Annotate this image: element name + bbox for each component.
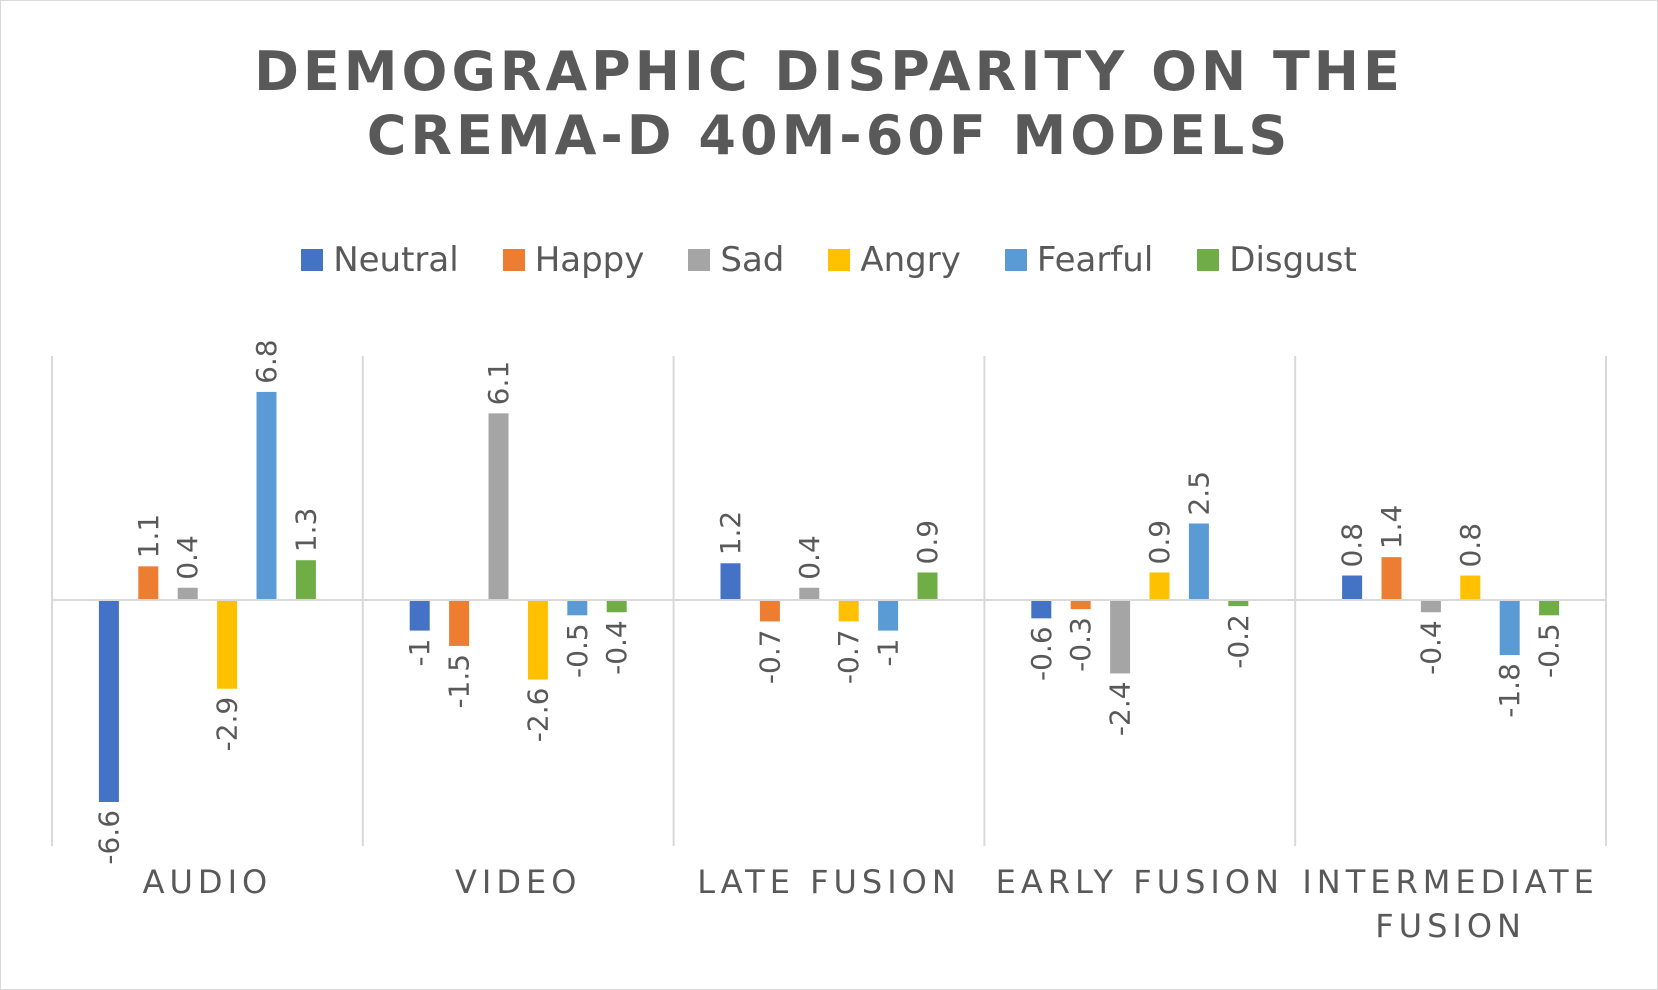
data-label-sad-intermediate-fusion: -0.4 [1414,620,1447,675]
data-label-neutral-early-fusion: -0.6 [1025,626,1058,681]
category-label-intermediate-fusion: INTERMEDIATE [1302,863,1598,901]
legend-label-sad: Sad [720,240,785,280]
bar-angry-intermediate-fusion [1460,575,1481,600]
data-label-disgust-audio: 1.3 [289,508,322,553]
data-label-fearful-early-fusion: 2.5 [1182,471,1215,516]
data-label-fearful-video: -0.5 [561,623,594,678]
chart-title-line-1: Demographic Disparity on the [254,40,1404,103]
data-label-happy-intermediate-fusion: 1.4 [1375,505,1408,550]
data-label-happy-early-fusion: -0.3 [1064,617,1097,672]
bar-fearful-audio [256,391,277,600]
bar-happy-video [449,600,470,646]
data-label-neutral-intermediate-fusion: 0.8 [1336,523,1369,568]
bar-disgust-late-fusion [917,572,938,600]
bar-happy-audio [138,566,159,600]
bar-disgust-video [606,600,627,613]
chart-title: Demographic Disparity on the CREMA-D 40M… [0,40,1658,168]
data-label-neutral-audio: -6.6 [92,810,125,865]
bar-happy-late-fusion [759,600,780,622]
bar-disgust-audio [295,560,316,600]
legend-label-disgust: Disgust [1229,240,1357,280]
data-label-neutral-video: -1 [403,639,436,667]
legend-item-disgust: Disgust [1197,240,1357,280]
data-label-angry-intermediate-fusion: 0.8 [1454,523,1487,568]
bar-angry-audio [217,600,238,689]
data-label-disgust-intermediate-fusion: -0.5 [1533,623,1566,678]
category-label-intermediate-fusion: FUSION [1375,907,1526,945]
data-label-disgust-early-fusion: -0.2 [1222,614,1255,669]
legend-label-angry: Angry [860,240,961,280]
category-label-video: VIDEO [455,863,581,901]
chart-legend: Neutral Happy Sad Angry Fearful Disgust [0,240,1658,280]
data-label-disgust-late-fusion: 0.9 [911,520,944,565]
data-label-angry-late-fusion: -0.7 [832,629,865,684]
legend-swatch-happy [502,249,525,271]
data-label-fearful-intermediate-fusion: -1.8 [1493,663,1526,718]
legend-item-neutral: Neutral [301,240,459,280]
data-label-angry-audio: -2.9 [211,697,244,752]
data-label-neutral-late-fusion: 1.2 [714,511,747,556]
bar-sad-early-fusion [1110,600,1131,674]
bar-disgust-early-fusion [1228,600,1249,607]
bar-happy-early-fusion [1070,600,1091,610]
data-label-sad-audio: 0.4 [171,535,204,580]
legend-swatch-angry [828,249,851,271]
bar-neutral-late-fusion [720,563,741,600]
category-label-late-fusion: LATE FUSION [697,863,961,901]
data-label-angry-video: -2.6 [521,688,554,743]
bar-sad-video [488,413,509,600]
bar-disgust-intermediate-fusion [1539,600,1560,616]
bar-angry-early-fusion [1149,572,1170,600]
bar-fearful-video [567,600,588,616]
legend-item-happy: Happy [502,240,645,280]
bar-neutral-video [409,600,430,631]
data-label-angry-early-fusion: 0.9 [1143,520,1176,565]
bar-neutral-audio [98,600,119,802]
data-label-fearful-late-fusion: -1 [872,639,905,667]
legend-swatch-disgust [1197,249,1220,271]
legend-swatch-sad [688,249,711,271]
bar-angry-video [527,600,548,680]
bar-happy-intermediate-fusion [1381,557,1402,600]
data-label-happy-audio: 1.1 [132,514,165,559]
legend-swatch-fearful [1004,249,1027,271]
data-label-happy-video: -1.5 [443,654,476,709]
data-label-happy-late-fusion: -0.7 [753,629,786,684]
data-label-fearful-audio: 6.8 [250,339,283,384]
bar-angry-late-fusion [838,600,859,622]
legend-label-neutral: Neutral [333,240,459,280]
category-label-early-fusion: EARLY FUSION [996,863,1284,901]
bar-sad-audio [177,587,198,600]
data-label-disgust-video: -0.4 [600,620,633,675]
data-label-sad-video: 6.1 [482,361,515,406]
bar-fearful-early-fusion [1188,523,1209,600]
bar-sad-late-fusion [799,587,820,600]
data-label-sad-early-fusion: -2.4 [1104,681,1137,736]
legend-item-fearful: Fearful [1004,240,1154,280]
chart-title-line-2: CREMA-D 40M-60F Models [366,104,1292,167]
category-label-audio: AUDIO [143,863,273,901]
bar-neutral-early-fusion [1031,600,1052,619]
bar-neutral-intermediate-fusion [1342,575,1363,600]
bar-fearful-late-fusion [878,600,899,631]
legend-label-happy: Happy [534,240,645,280]
legend-item-sad: Sad [688,240,784,280]
bar-fearful-intermediate-fusion [1499,600,1520,656]
legend-label-fearful: Fearful [1036,240,1154,280]
legend-swatch-neutral [301,249,324,271]
bar-sad-intermediate-fusion [1420,600,1441,613]
data-label-sad-late-fusion: 0.4 [793,535,826,580]
legend-item-angry: Angry [828,240,961,280]
